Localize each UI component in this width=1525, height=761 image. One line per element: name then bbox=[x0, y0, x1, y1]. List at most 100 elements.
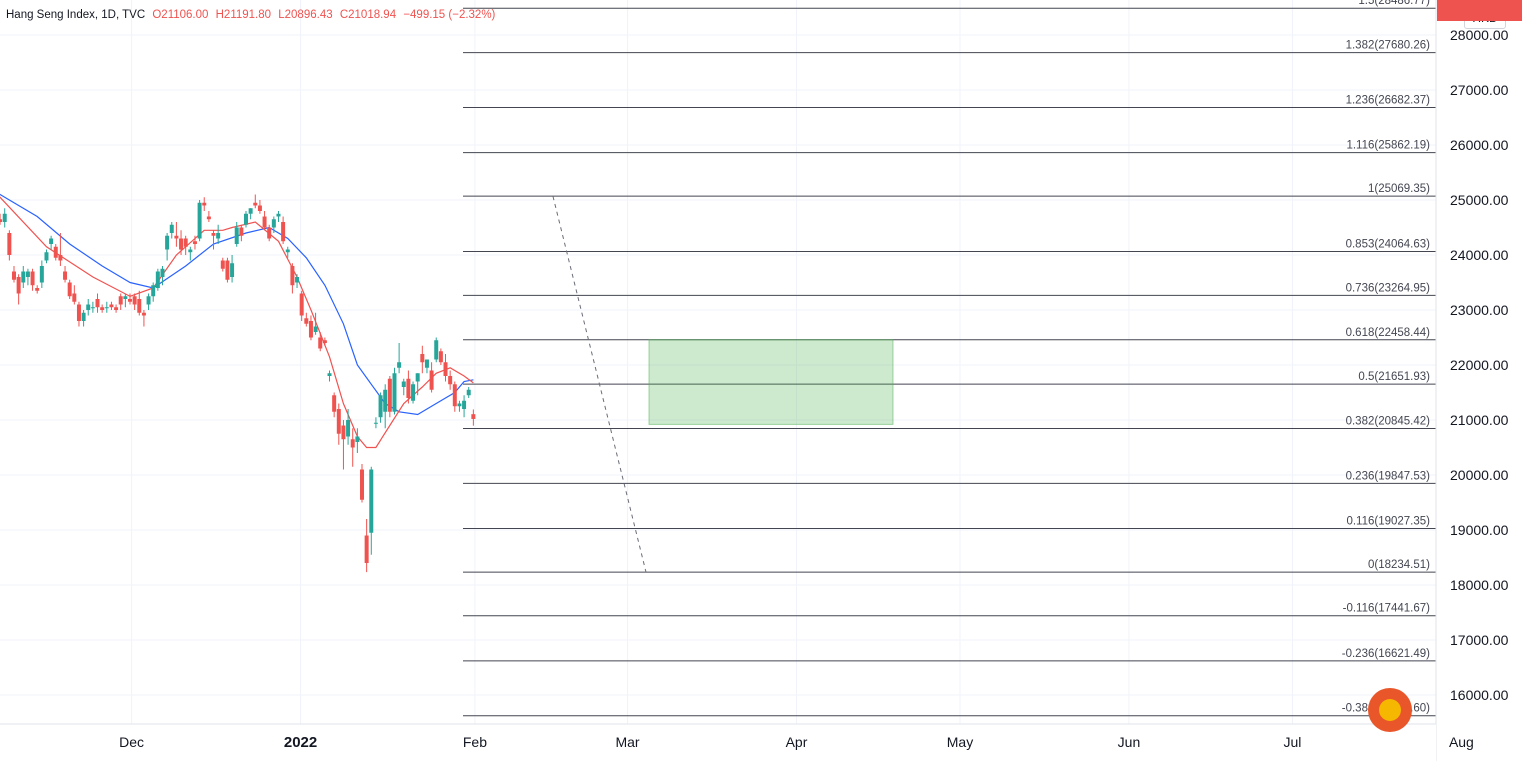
candle bbox=[360, 464, 364, 503]
candle-body bbox=[383, 389, 388, 412]
candle-body bbox=[220, 260, 225, 269]
candle bbox=[202, 197, 207, 211]
candle-body bbox=[341, 425, 346, 440]
fib-trend-line[interactable] bbox=[552, 196, 647, 573]
candle bbox=[369, 466, 374, 555]
candle bbox=[341, 420, 346, 470]
candle-body bbox=[206, 216, 211, 220]
time-axis[interactable]: Dec 2022 Feb Mar Apr May Jun Jul Aug bbox=[0, 723, 1474, 761]
symbol-title: Hang Seng Index, 1D, TVC bbox=[6, 9, 146, 21]
chart-legend: Hang Seng Index, 1D, TVC O21106.00 H2119… bbox=[6, 6, 495, 60]
fib-level-label: 0.736(23264.95) bbox=[1346, 282, 1431, 294]
price-tick-label: 21000.00 bbox=[1450, 412, 1509, 428]
range-box[interactable] bbox=[648, 339, 894, 425]
candle bbox=[452, 381, 457, 412]
fib-level-label: 1(25069.35) bbox=[1368, 183, 1430, 195]
candle bbox=[114, 304, 119, 313]
candle bbox=[350, 428, 355, 467]
change-value: −499.15 (−2.32%) bbox=[403, 9, 496, 21]
price-axis[interactable]: 16000.00 17000.00 18000.00 19000.00 20000.00… bbox=[1435, 0, 1525, 761]
ma20-row[interactable] bbox=[6, 42, 495, 60]
fib-level-label: 1.5(28486.77) bbox=[1358, 0, 1430, 7]
candle bbox=[12, 266, 16, 283]
ma10-line bbox=[0, 196, 474, 449]
price-tick-label: 28000.00 bbox=[1450, 27, 1509, 43]
candle bbox=[234, 222, 239, 247]
candle bbox=[462, 395, 467, 418]
candle-body bbox=[415, 373, 420, 382]
candle-body bbox=[360, 469, 364, 500]
fibonacci-retracement[interactable]: 1.5(28486.77) 1.382(27680.26) 1.236(26682.… bbox=[463, 0, 1436, 717]
time-tick-label: Aug bbox=[1449, 734, 1474, 750]
candle bbox=[411, 381, 416, 404]
candle-body bbox=[67, 282, 72, 297]
candle bbox=[392, 367, 397, 415]
candle-body bbox=[373, 422, 378, 424]
candle-body bbox=[58, 255, 63, 261]
candle bbox=[39, 260, 44, 288]
candle bbox=[429, 362, 434, 393]
candle bbox=[397, 343, 402, 374]
candle-body bbox=[76, 304, 81, 321]
candle-body bbox=[336, 409, 341, 434]
candle-body bbox=[304, 318, 309, 324]
candle bbox=[49, 235, 54, 250]
candle-body bbox=[118, 296, 123, 305]
candle-body bbox=[253, 202, 258, 206]
candle bbox=[183, 235, 188, 255]
candle bbox=[146, 293, 151, 310]
candle-body bbox=[2, 213, 7, 222]
candle-body bbox=[257, 205, 262, 211]
candle-body bbox=[30, 271, 35, 286]
candle bbox=[281, 216, 286, 244]
candle-body bbox=[53, 246, 58, 258]
candle-body bbox=[244, 213, 248, 225]
candle bbox=[0, 213, 3, 225]
ma20-line bbox=[0, 193, 474, 416]
candle-body bbox=[452, 384, 457, 407]
candle-body bbox=[0, 219, 3, 222]
time-tick-label: May bbox=[947, 734, 973, 750]
candle-body bbox=[281, 222, 286, 242]
candle bbox=[378, 392, 383, 423]
candle bbox=[244, 211, 248, 228]
candle bbox=[248, 208, 253, 220]
candle-body bbox=[369, 469, 374, 533]
fib-level-label: 0.618(22458.44) bbox=[1346, 327, 1431, 339]
candle-body bbox=[44, 252, 49, 261]
candle bbox=[257, 200, 262, 214]
candle bbox=[420, 345, 425, 374]
candle-body bbox=[299, 293, 304, 316]
range-rectangle[interactable] bbox=[648, 339, 894, 425]
candle bbox=[100, 304, 105, 313]
candle bbox=[383, 384, 388, 429]
fib-level-label: 1.236(26682.37) bbox=[1346, 94, 1431, 106]
candle-body bbox=[387, 378, 392, 412]
price-axis-bg bbox=[1436, 0, 1525, 761]
ma10-row[interactable] bbox=[6, 24, 495, 42]
fib-level-label: -0.116(17441.67) bbox=[1343, 603, 1431, 615]
symbol-row[interactable]: Hang Seng Index, 1D, TVC O21106.00 H2119… bbox=[6, 6, 495, 24]
candle bbox=[424, 359, 429, 374]
candle bbox=[53, 244, 58, 261]
candle-body bbox=[192, 241, 197, 244]
candle-body bbox=[146, 296, 151, 305]
price-tick-label: 25000.00 bbox=[1450, 192, 1509, 208]
candle bbox=[253, 194, 258, 209]
candle-body bbox=[471, 414, 476, 419]
candle-body bbox=[364, 535, 369, 563]
candle-body bbox=[318, 337, 323, 349]
candle bbox=[7, 230, 12, 261]
candle bbox=[262, 211, 267, 231]
candle-body bbox=[271, 219, 276, 228]
candle bbox=[271, 216, 276, 233]
time-tick-label: Mar bbox=[615, 734, 639, 750]
candle-body bbox=[25, 271, 30, 277]
candle bbox=[35, 285, 40, 294]
candle bbox=[90, 301, 95, 313]
candle-body bbox=[169, 224, 174, 233]
candle bbox=[104, 301, 109, 313]
candle-body bbox=[327, 373, 332, 376]
candle-body bbox=[225, 260, 230, 280]
